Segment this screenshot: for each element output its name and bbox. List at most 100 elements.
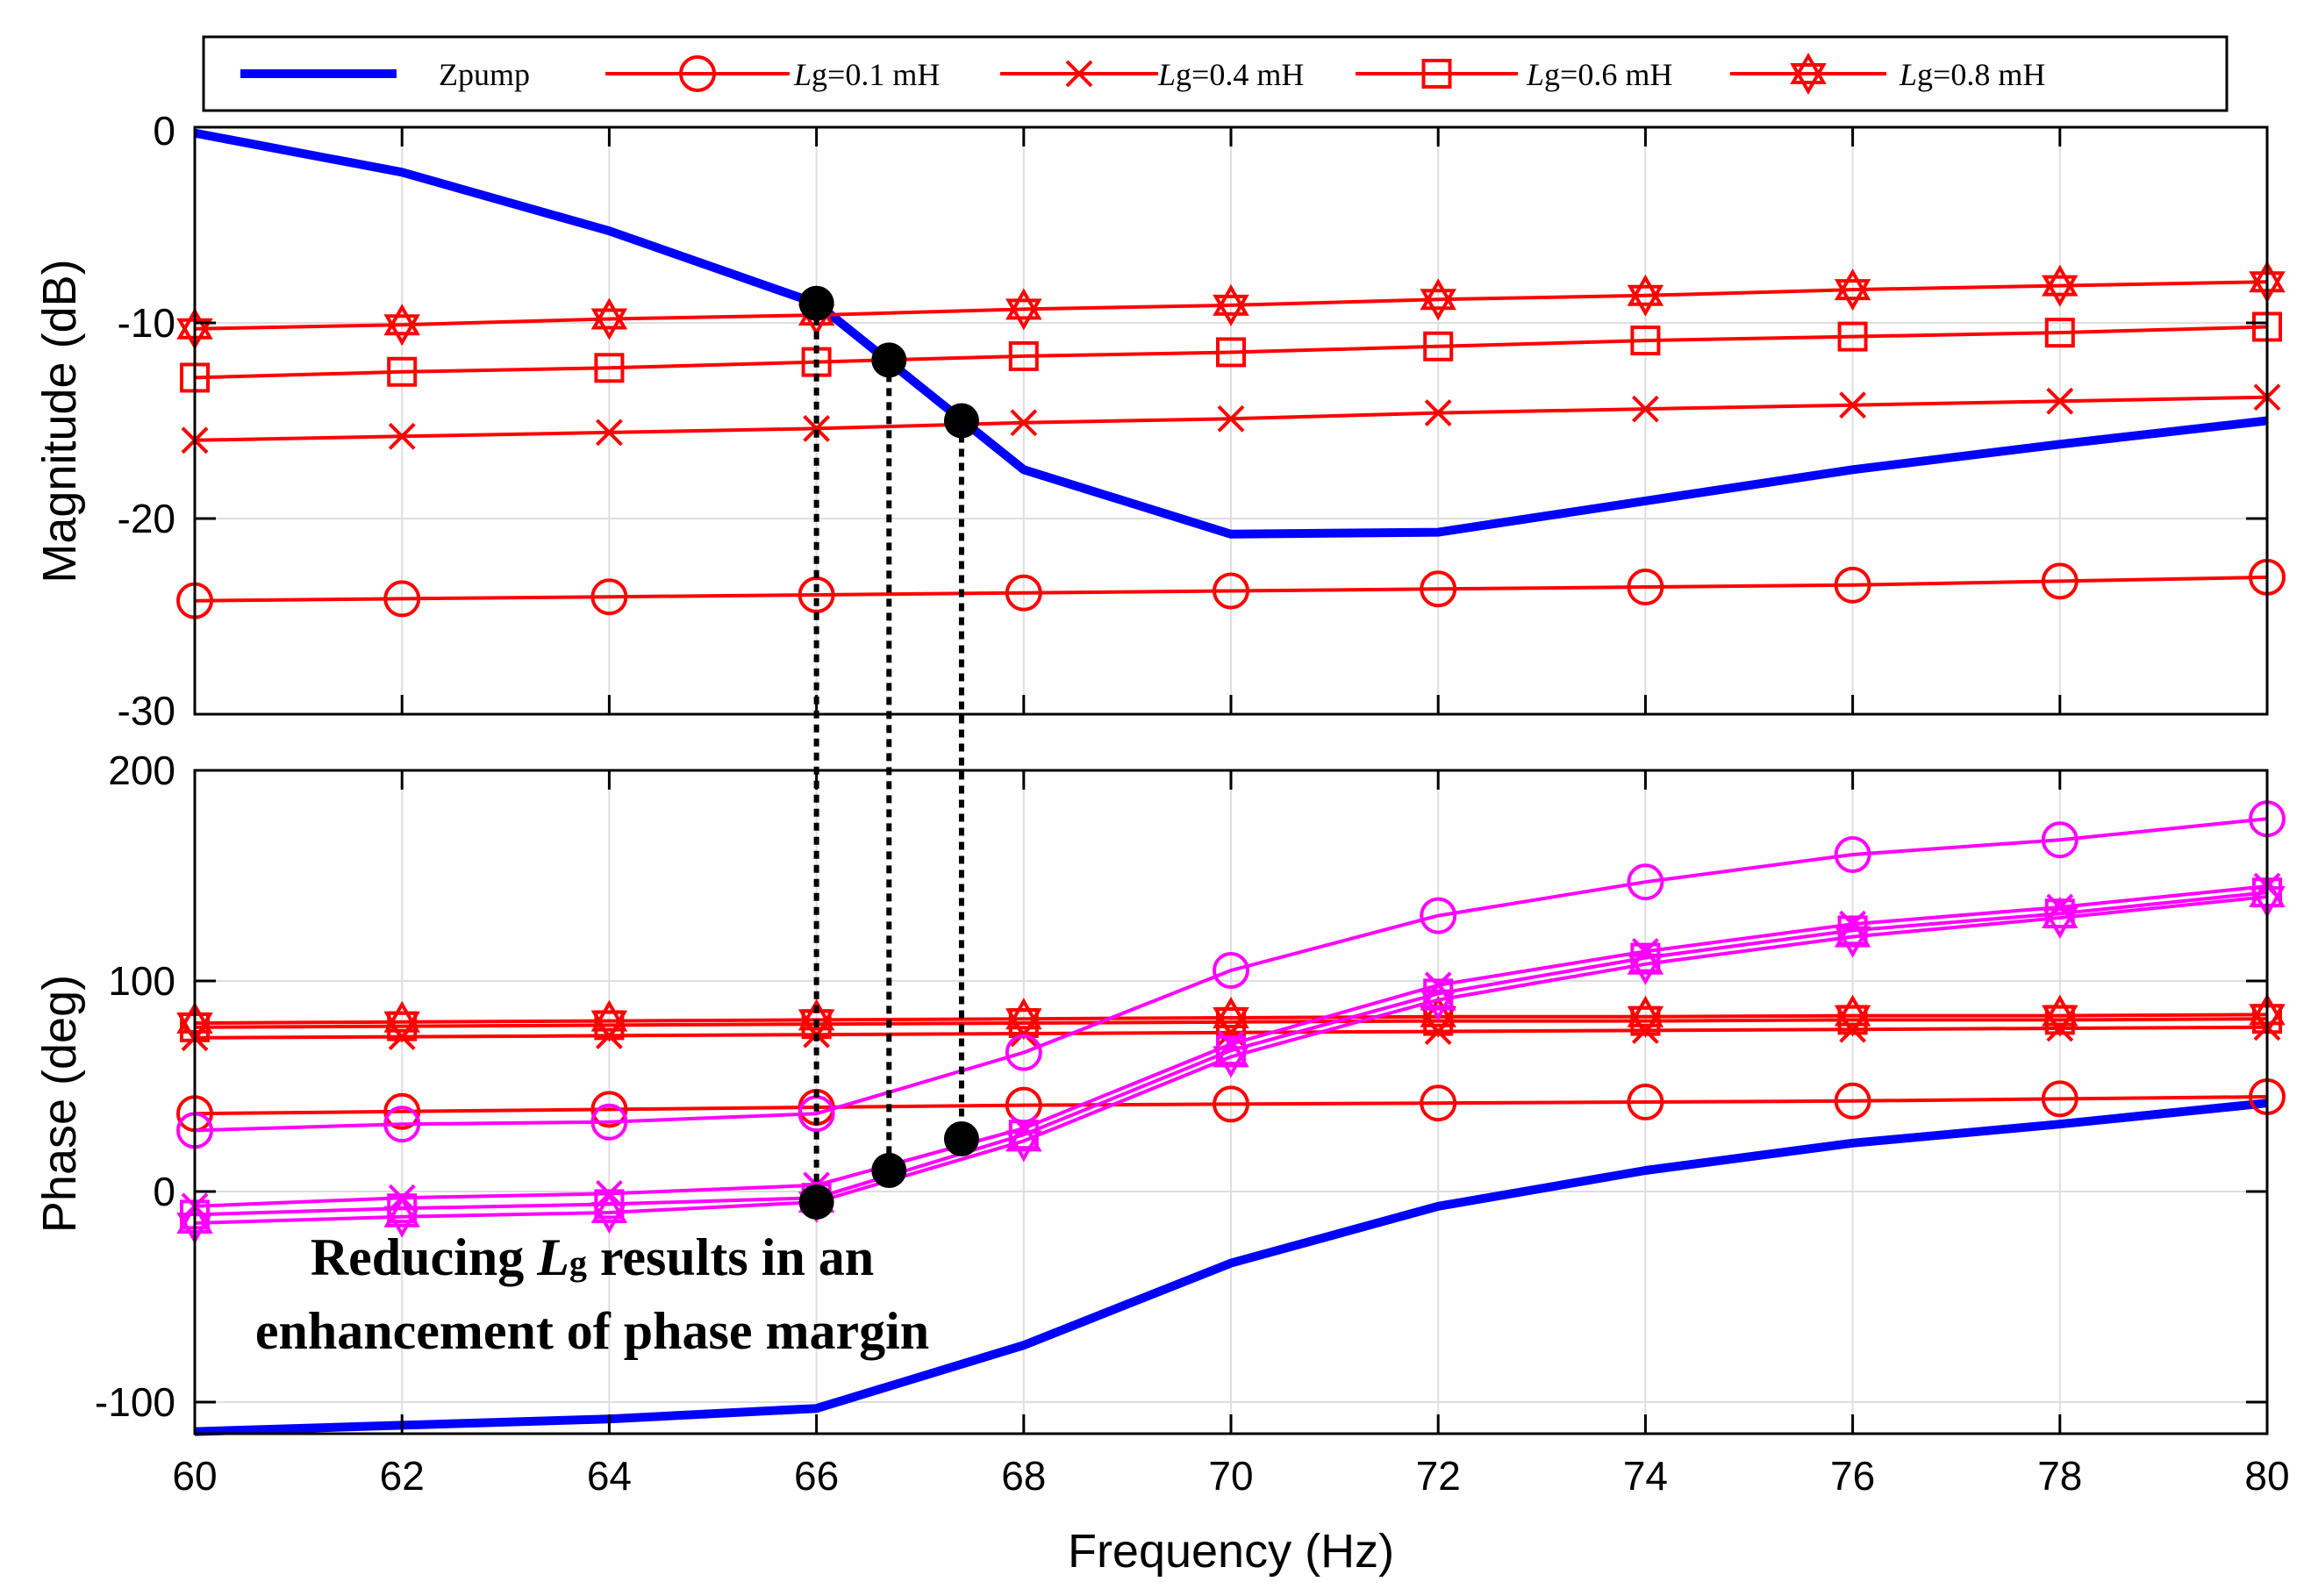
x-tick-label: 68 <box>1001 1453 1046 1499</box>
legend-box <box>202 35 2229 112</box>
phase-series-lg-0-8-mh-loop-marker-triangle-up <box>2042 896 2078 928</box>
phase-series-lg-0-8-mh-loop-marker-triangle-up <box>1420 978 1456 1011</box>
phase-crossover-point <box>798 1184 834 1220</box>
phase-series-lg-0-8-mh-line <box>194 1013 2268 1025</box>
legend-entry-lg-0-8-mh-marker-triangle-down <box>1790 63 1827 96</box>
phase-y-tick-label: 0 <box>153 1169 175 1214</box>
phase-series-lg-0-1-mh-marker <box>383 1092 421 1130</box>
magnitude-y-axis-label: Magnitude (dB) <box>33 259 86 583</box>
phase-series-zpump-line <box>194 1099 2268 1436</box>
magnitude-series-lg-0-6-mh-marker <box>594 353 625 383</box>
magnitude-series-lg-0-4-mh-marker <box>388 422 416 450</box>
phase-series-lg-0-8-mh-loop-marker-triangle-down <box>1834 926 1871 958</box>
magnitude-series-lg-0-8-mh-marker-triangle-up <box>1627 274 1664 306</box>
magnitude-series-lg-0-8-mh-marker-triangle-up <box>383 304 420 336</box>
phase-series-lg-0-1-mh-marker <box>1213 1085 1249 1123</box>
annotation-line-1-italic: L <box>536 1228 569 1286</box>
x-tick-label: 76 <box>1830 1453 1875 1499</box>
magnitude-series-lg-0-8-mh-marker <box>1005 288 1042 331</box>
phase-series-lg-0-8-mh-loop-marker-triangle-up <box>1005 1120 1042 1152</box>
legend-entry-lg-0-6-mh-marker <box>1421 59 1452 89</box>
phase-series-lg-0-8-mh-loop-marker-triangle-up <box>1627 942 1664 975</box>
phase-series-lg-0-8-mh-marker-triangle-down <box>2042 1005 2078 1037</box>
legend: Zpump Lg=0.1 mH Lg=0.4 mH Lg=0.6 mH Lg=0.8 m… <box>202 35 2229 112</box>
legend-entry-lg-0-6-mh-label: Lg=0.6 mH <box>1526 57 1672 92</box>
phase-y-tick-labels: 200 100 0 -100 <box>95 748 175 1425</box>
phase-series-lg-0-8-mh-marker-triangle-down <box>590 1010 628 1042</box>
phase-series-lg-0-1-mh-loop-marker <box>1627 863 1664 901</box>
phase-series-lg-0-1-mh-loop-marker <box>1834 836 1871 873</box>
x-axis-label: Frequency (Hz) <box>1068 1525 1394 1578</box>
magnitude-series-lg-0-6-mh-marker <box>1423 331 1454 361</box>
phase-tick-marks <box>193 769 2269 1434</box>
magnitude-series-lg-0-8-mh-marker-triangle-up <box>590 297 628 330</box>
phase-series-lg-0-8-mh-marker-triangle-up <box>1213 996 1249 1028</box>
legend-entry-lg-0-8-mh-label: Lg=0.8 mH <box>1899 57 2045 92</box>
x-tick-label: 70 <box>1208 1453 1253 1499</box>
phase-series-lg-0-8-mh-loop-marker-triangle-down <box>383 1206 420 1238</box>
magnitude-series-lg-0-4-mh-marker <box>1010 409 1038 437</box>
legend-entry-lg-0-4-mh-label-italic: L <box>1157 57 1176 92</box>
phase-margin-annotation: Reducing Lg results in an enhancement of… <box>255 1228 929 1360</box>
magnitude-series-lg-0-8-mh-marker <box>1213 283 1249 326</box>
magnitude-series-lg-0-6-mh-marker <box>2044 318 2075 348</box>
x-tick-label: 66 <box>794 1453 839 1499</box>
phase-series-lg-0-1-mh-marker <box>1834 1082 1871 1120</box>
legend-entry-lg-0-4-mh-marker <box>1065 60 1093 88</box>
magnitude-y-tick-labels: 0 -10 -20 -30 <box>118 108 175 734</box>
magnitude-series-lg-0-1-mh-line <box>194 575 2268 603</box>
x-tick-label: 78 <box>2037 1453 2082 1499</box>
magnitude-series-lg-0-4-mh-marker <box>1631 395 1659 423</box>
magnitude-series-lg-0-8-mh-marker <box>1420 278 1456 321</box>
phase-series-lg-0-8-mh-loop-marker-triangle-up <box>1834 915 1871 948</box>
phase-series-lg-0-1-mh-loop-line <box>194 817 2268 1133</box>
magnitude-series-lg-0-4-mh-marker <box>1217 404 1245 433</box>
phase-series-lg-0-1-mh-loop <box>176 800 2286 1149</box>
magnitude-tick-marks <box>193 125 2269 716</box>
magnitude-crossover-point <box>798 285 834 321</box>
phase-y-tick-label: -100 <box>95 1379 175 1425</box>
magnitude-series-lg-0-8-mh-marker-triangle-down <box>1420 289 1456 321</box>
magnitude-y-tick-label: -20 <box>118 496 175 541</box>
phase-series-lg-0-8-mh-marker <box>383 1000 420 1043</box>
phase-series-lg-0-8-mh-marker <box>590 999 628 1042</box>
magnitude-crossover-point <box>943 403 979 439</box>
phase-series-lg-0-8-mh-loop-marker <box>1420 978 1456 1021</box>
phase-series-lg-0-8-mh-marker <box>1005 998 1042 1041</box>
phase-series-lg-0-1-mh-marker <box>1627 1084 1664 1120</box>
magnitude-series-lg-0-8-mh-marker-triangle-up <box>2042 264 2078 297</box>
magnitude-series-lg-0-8-mh-marker-triangle-up <box>1005 288 1042 320</box>
legend-entry-lg-0-6-mh-label-italic: L <box>1526 57 1544 92</box>
phase-series-lg-0-8-mh-marker-triangle-up <box>1834 994 1871 1027</box>
magnitude-series-lg-0-1-mh-marker <box>1420 570 1457 608</box>
phase-series-lg-0-8-mh-marker-triangle-up <box>590 999 628 1032</box>
magnitude-series-lg-0-1-mh-marker <box>1834 566 1871 604</box>
magnitude-series-lg-0-8-mh-marker <box>1834 268 1871 311</box>
phase-series-lg-0-8-mh-marker-triangle-down <box>1834 1005 1871 1037</box>
phase-series-lg-0-8-mh-marker-triangle-up <box>1005 998 1042 1030</box>
phase-series-lg-0-1-mh-line <box>194 1095 2268 1116</box>
magnitude-series-lg-0-6-mh-marker <box>1216 337 1246 368</box>
magnitude-series-lg-0-1-mh-marker <box>798 576 835 613</box>
phase-series-lg-0-8-mh-loop-marker <box>1213 1035 1249 1078</box>
magnitude-y-tick-label: -30 <box>118 688 175 734</box>
magnitude-series-lg-0-8-mh-marker-triangle-down <box>2042 275 2078 307</box>
phase-series-lg-0-8-mh-loop-marker <box>1627 942 1664 985</box>
legend-entry-lg-0-1-mh-marker <box>679 55 716 92</box>
magnitude-series-lg-0-1-mh-marker <box>1005 574 1042 612</box>
phase-series-lg-0-8-mh-marker <box>1834 994 1871 1037</box>
legend-entry-lg-0-4-mh-label: Lg=0.4 mH <box>1157 57 1304 92</box>
magnitude-y-tick-label: 0 <box>153 108 175 154</box>
phase-subplot: 200 100 0 -100 60 62 64 66 68 70 72 74 76 78 80 Phase… <box>33 748 2290 1578</box>
crossover-guides <box>798 285 979 1220</box>
magnitude-series-lg-0-8-mh-marker-triangle-up <box>1420 278 1456 311</box>
x-tick-label: 74 <box>1623 1453 1668 1499</box>
phase-series-lg-0-8-mh-marker-triangle-down <box>1005 1008 1042 1041</box>
legend-items: Zpump Lg=0.1 mH Lg=0.4 mH Lg=0.6 mH Lg=0.8 m… <box>240 52 2045 96</box>
phase-crossover-point <box>943 1121 979 1156</box>
phase-series-lg-0-8-mh-loop-marker <box>1834 915 1871 958</box>
magnitude-crossover-point <box>871 342 907 378</box>
legend-entry-lg-0-8-mh-marker <box>1790 52 1827 96</box>
phase-series-lg-0-8-mh-marker-triangle-down <box>1627 1006 1664 1038</box>
legend-entry-lg-0-4-mh: Lg=0.4 mH <box>1000 57 1304 92</box>
